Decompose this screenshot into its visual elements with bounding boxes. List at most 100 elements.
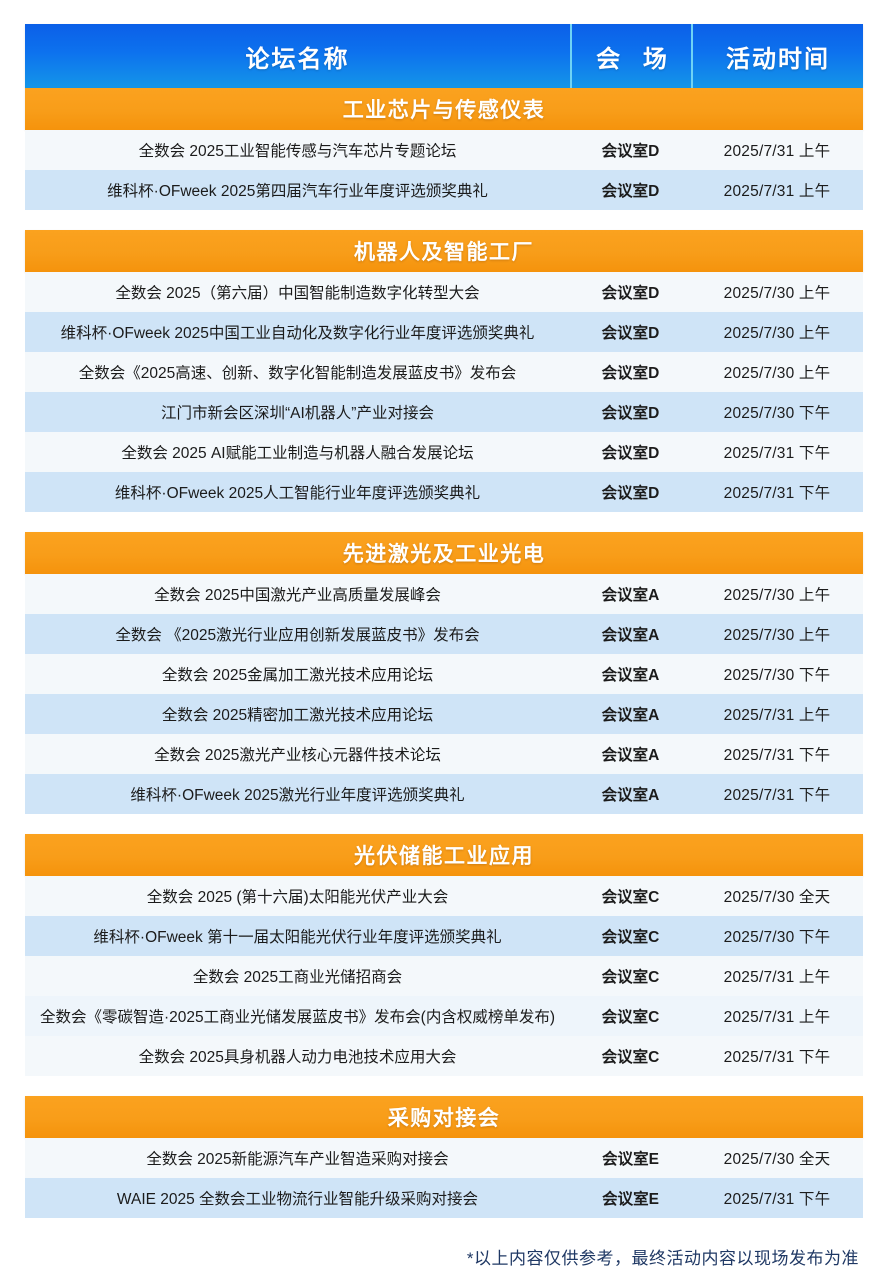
- cell-venue: 会议室D: [601, 405, 660, 422]
- table-row[interactable]: 维科杯·OFweek 2025人工智能行业年度评选颁奖典礼 会议室D 2025/7/…: [25, 472, 863, 512]
- table-row[interactable]: 维科杯·OFweek 2025激光行业年度评选颁奖典礼 会议室A 2025/7/31…: [25, 774, 863, 814]
- cell-venue: 会议室C: [601, 1049, 660, 1066]
- schedule-section: 采购对接会 全数会 2025新能源汽车产业智造采购对接会 会议室E 2025/7/30…: [25, 1096, 863, 1218]
- cell-venue: 会议室D: [601, 143, 660, 160]
- cell-venue: 会议室A: [601, 787, 660, 804]
- section-title: 工业芯片与传感仪表: [25, 88, 863, 130]
- cell-venue: 会议室D: [601, 183, 660, 200]
- table-row[interactable]: 全数会 2025工业智能传感与汽车芯片专题论坛 会议室D 2025/7/31 上午: [25, 130, 863, 170]
- cell-time: 2025/7/30 全天: [723, 889, 831, 906]
- cell-forum-name: 维科杯·OFweek 2025第四届汽车行业年度评选颁奖典礼: [107, 183, 488, 200]
- table-row[interactable]: 维科杯·OFweek 第十一届太阳能光伏行业年度评选颁奖典礼 会议室C 2025/7…: [25, 916, 863, 956]
- table-row[interactable]: 维科杯·OFweek 2025第四届汽车行业年度评选颁奖典礼 会议室D 2025/7…: [25, 170, 863, 210]
- cell-forum-name: 维科杯·OFweek 2025人工智能行业年度评选颁奖典礼: [114, 485, 481, 502]
- cell-venue: 会议室E: [602, 1151, 659, 1168]
- cell-time: 2025/7/31 下午: [723, 485, 831, 502]
- cell-time: 2025/7/30 上午: [723, 587, 831, 604]
- cell-time: 2025/7/31 上午: [723, 707, 831, 724]
- table-row[interactable]: 江门市新会区深圳“AI机器人”产业对接会 会议室D 2025/7/30 下午: [25, 392, 863, 432]
- forum-schedule-table: 论坛名称 会 场 活动时间 工业芯片与传感仪表 全数会 2025工业智能传感与汽车…: [25, 24, 863, 1269]
- table-row[interactable]: 全数会 2025中国激光产业高质量发展峰会 会议室A 2025/7/30 上午: [25, 574, 863, 614]
- column-header-time-label: 活动时间: [726, 45, 830, 73]
- table-row[interactable]: 全数会 2025具身机器人动力电池技术应用大会 会议室C 2025/7/31 下午: [25, 1036, 863, 1076]
- cell-forum-name: 全数会《零碳智造·2025工商业光储发展蓝皮书》发布会(内含权威榜单发布): [40, 1009, 555, 1026]
- cell-venue: 会议室D: [601, 445, 660, 462]
- table-row[interactable]: 全数会 2025金属加工激光技术应用论坛 会议室A 2025/7/30 下午: [25, 654, 863, 694]
- cell-time: 2025/7/30 下午: [723, 929, 831, 946]
- section-title: 采购对接会: [25, 1096, 863, 1138]
- cell-forum-name: 维科杯·OFweek 2025激光行业年度评选颁奖典礼: [130, 787, 465, 804]
- cell-forum-name: 维科杯·OFweek 2025中国工业自动化及数字化行业年度评选颁奖典礼: [60, 325, 535, 342]
- cell-forum-name: 全数会《2025高速、创新、数字化智能制造发展蓝皮书》发布会: [78, 365, 517, 382]
- table-row[interactable]: 全数会 2025（第六届）中国智能制造数字化转型大会 会议室D 2025/7/30 …: [25, 272, 863, 312]
- cell-time: 2025/7/31 上午: [723, 183, 831, 200]
- cell-forum-name: 江门市新会区深圳“AI机器人”产业对接会: [161, 405, 434, 422]
- column-header-venue: 会 场: [570, 24, 691, 88]
- cell-time: 2025/7/31 下午: [723, 1191, 831, 1208]
- cell-venue: 会议室D: [601, 365, 660, 382]
- table-header-row: 论坛名称 会 场 活动时间: [25, 24, 863, 88]
- cell-forum-name: 全数会 2025中国激光产业高质量发展峰会: [154, 587, 441, 604]
- table-row[interactable]: 全数会 2025工商业光储招商会 会议室C 2025/7/31 上午: [25, 956, 863, 996]
- section-title: 机器人及智能工厂: [25, 230, 863, 272]
- cell-forum-name: 全数会 2025激光产业核心元器件技术论坛: [154, 747, 441, 764]
- cell-venue: 会议室A: [601, 707, 660, 724]
- cell-forum-name: 全数会 2025（第六届）中国智能制造数字化转型大会: [115, 285, 480, 302]
- cell-venue: 会议室D: [601, 285, 660, 302]
- table-row[interactable]: WAIE 2025 全数会工业物流行业智能升级采购对接会 会议室E 2025/7/3…: [25, 1178, 863, 1218]
- cell-forum-name: 全数会 2025具身机器人动力电池技术应用大会: [138, 1049, 457, 1066]
- cell-venue: 会议室D: [601, 325, 660, 342]
- cell-time: 2025/7/31 上午: [723, 143, 831, 160]
- table-row[interactable]: 全数会《2025高速、创新、数字化智能制造发展蓝皮书》发布会 会议室D 2025/7…: [25, 352, 863, 392]
- cell-venue: 会议室A: [601, 747, 660, 764]
- cell-forum-name: 全数会 2025 AI赋能工业制造与机器人融合发展论坛: [121, 445, 474, 462]
- cell-forum-name: 维科杯·OFweek 第十一届太阳能光伏行业年度评选颁奖典礼: [93, 929, 502, 946]
- sections-container: 工业芯片与传感仪表 全数会 2025工业智能传感与汽车芯片专题论坛 会议室D 2025…: [25, 88, 863, 1218]
- cell-time: 2025/7/30 上午: [723, 285, 831, 302]
- schedule-section: 工业芯片与传感仪表 全数会 2025工业智能传感与汽车芯片专题论坛 会议室D 2025…: [25, 88, 863, 210]
- cell-venue: 会议室A: [601, 587, 660, 604]
- cell-time: 2025/7/31 下午: [723, 1049, 831, 1066]
- table-row[interactable]: 维科杯·OFweek 2025中国工业自动化及数字化行业年度评选颁奖典礼 会议室D…: [25, 312, 863, 352]
- column-header-venue-label: 会 场: [596, 45, 675, 73]
- section-title: 先进激光及工业光电: [25, 532, 863, 574]
- cell-time: 2025/7/31 下午: [723, 787, 831, 804]
- section-title: 光伏储能工业应用: [25, 834, 863, 876]
- cell-forum-name: 全数会 2025工业智能传感与汽车芯片专题论坛: [138, 143, 457, 160]
- cell-time: 2025/7/30 全天: [723, 1151, 831, 1168]
- table-row[interactable]: 全数会《零碳智造·2025工商业光储发展蓝皮书》发布会(内含权威榜单发布) 会议室…: [25, 996, 863, 1036]
- cell-time: 2025/7/31 下午: [723, 747, 831, 764]
- cell-time: 2025/7/30 上午: [723, 365, 831, 382]
- cell-venue: 会议室C: [601, 889, 660, 906]
- footnote: *以上内容仅供参考，最终活动内容以现场发布为准: [466, 1249, 859, 1268]
- cell-time: 2025/7/30 下午: [723, 667, 831, 684]
- table-row[interactable]: 全数会 2025 AI赋能工业制造与机器人融合发展论坛 会议室D 2025/7/31…: [25, 432, 863, 472]
- table-row[interactable]: 全数会 2025 (第十六届)太阳能光伏产业大会 会议室C 2025/7/30 全天: [25, 876, 863, 916]
- cell-venue: 会议室A: [601, 667, 660, 684]
- table-row[interactable]: 全数会 《2025激光行业应用创新发展蓝皮书》发布会 会议室A 2025/7/30 …: [25, 614, 863, 654]
- table-row[interactable]: 全数会 2025激光产业核心元器件技术论坛 会议室A 2025/7/31 下午: [25, 734, 863, 774]
- cell-time: 2025/7/30 下午: [723, 405, 831, 422]
- cell-venue: 会议室A: [601, 627, 660, 644]
- cell-venue: 会议室D: [601, 485, 660, 502]
- schedule-section: 机器人及智能工厂 全数会 2025（第六届）中国智能制造数字化转型大会 会议室D 20…: [25, 230, 863, 512]
- cell-venue: 会议室E: [602, 1191, 659, 1208]
- column-header-time: 活动时间: [691, 24, 863, 88]
- cell-forum-name: 全数会 2025 (第十六届)太阳能光伏产业大会: [146, 889, 449, 906]
- table-row[interactable]: 全数会 2025新能源汽车产业智造采购对接会 会议室E 2025/7/30 全天: [25, 1138, 863, 1178]
- table-row[interactable]: 全数会 2025精密加工激光技术应用论坛 会议室A 2025/7/31 上午: [25, 694, 863, 734]
- cell-venue: 会议室C: [601, 969, 660, 986]
- cell-time: 2025/7/31 下午: [723, 445, 831, 462]
- schedule-section: 先进激光及工业光电 全数会 2025中国激光产业高质量发展峰会 会议室A 2025/7…: [25, 532, 863, 814]
- cell-forum-name: 全数会 《2025激光行业应用创新发展蓝皮书》发布会: [115, 627, 480, 644]
- cell-time: 2025/7/30 上午: [723, 325, 831, 342]
- column-header-forum-name-label: 论坛名称: [245, 45, 350, 73]
- cell-forum-name: WAIE 2025 全数会工业物流行业智能升级采购对接会: [116, 1191, 479, 1208]
- cell-forum-name: 全数会 2025新能源汽车产业智造采购对接会: [146, 1151, 449, 1168]
- column-header-forum-name: 论坛名称: [25, 24, 570, 88]
- cell-venue: 会议室C: [601, 929, 660, 946]
- schedule-section: 光伏储能工业应用 全数会 2025 (第十六届)太阳能光伏产业大会 会议室C 2025…: [25, 834, 863, 1076]
- cell-time: 2025/7/30 上午: [723, 627, 831, 644]
- cell-venue: 会议室C: [601, 1009, 660, 1026]
